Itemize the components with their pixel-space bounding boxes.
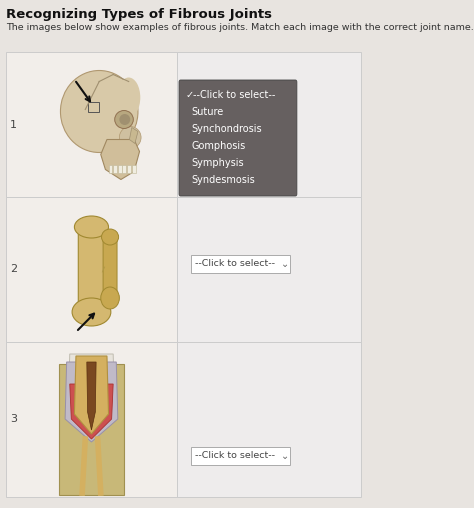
Text: Gomphosis: Gomphosis (191, 141, 246, 151)
Text: --Click to select--: --Click to select-- (195, 451, 275, 460)
Bar (118, 165, 122, 173)
Polygon shape (87, 362, 96, 430)
Bar (177, 197, 361, 342)
Ellipse shape (117, 78, 140, 117)
Polygon shape (101, 140, 139, 179)
Bar (132, 165, 136, 173)
Bar (177, 52, 361, 197)
Ellipse shape (119, 126, 141, 148)
Ellipse shape (101, 229, 118, 245)
Ellipse shape (119, 114, 130, 125)
FancyBboxPatch shape (103, 233, 117, 302)
Bar (6, 197, 177, 342)
Text: 1: 1 (10, 119, 17, 130)
Bar (6, 52, 177, 197)
Polygon shape (65, 362, 118, 442)
FancyBboxPatch shape (78, 222, 105, 313)
Bar (191, 255, 290, 273)
Text: --Click to select--: --Click to select-- (195, 259, 275, 268)
Bar (6, 342, 177, 497)
Text: Recognizing Types of Fibrous Joints: Recognizing Types of Fibrous Joints (6, 8, 272, 21)
Polygon shape (70, 384, 113, 439)
Text: Synchondrosis: Synchondrosis (191, 124, 262, 134)
Text: ⌄: ⌄ (282, 451, 290, 461)
Text: 3: 3 (10, 415, 17, 425)
Bar (109, 165, 112, 173)
Polygon shape (68, 354, 115, 424)
Text: ✓: ✓ (185, 90, 193, 100)
Text: Syndesmosis: Syndesmosis (191, 175, 255, 185)
Bar (127, 165, 131, 173)
Bar (191, 447, 290, 465)
Ellipse shape (74, 216, 109, 238)
Ellipse shape (72, 298, 111, 326)
Text: --Click to select--: --Click to select-- (193, 90, 275, 100)
Ellipse shape (115, 111, 133, 129)
Bar (177, 342, 361, 497)
Bar (88, 102, 99, 111)
Polygon shape (74, 356, 109, 434)
Text: The images below show examples of fibrous joints. Match each image with the corr: The images below show examples of fibrou… (6, 23, 474, 32)
Text: 2: 2 (10, 265, 17, 274)
Polygon shape (59, 364, 124, 495)
Text: Symphysis: Symphysis (191, 158, 244, 168)
FancyBboxPatch shape (179, 80, 297, 196)
Bar (122, 165, 127, 173)
Ellipse shape (101, 287, 119, 309)
Text: ⌄: ⌄ (282, 259, 290, 269)
Ellipse shape (61, 71, 138, 152)
Polygon shape (129, 128, 138, 143)
Bar (113, 165, 117, 173)
Text: Suture: Suture (191, 107, 224, 117)
